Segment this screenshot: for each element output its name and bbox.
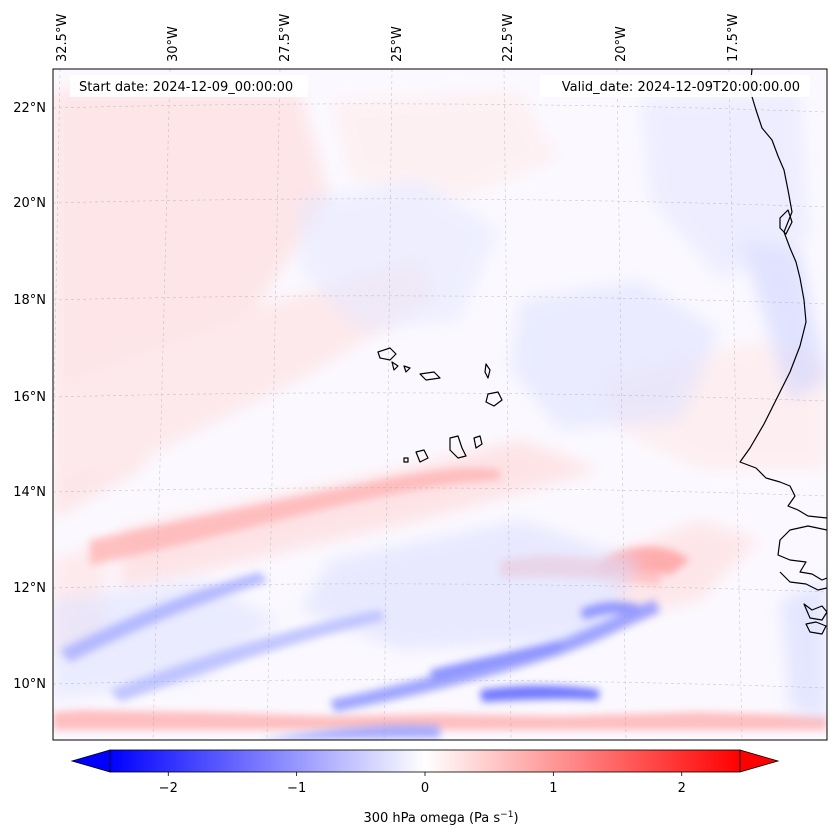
colorbar-title-exponent: −1	[500, 810, 513, 820]
africa-coastline	[739, 69, 827, 519]
colorbar-title: 300 hPa omega (Pa s−1)	[363, 810, 518, 826]
lat-tick-labels: 22°N 20°N 18°N 16°N 14°N 12°N 10°N	[13, 101, 46, 692]
colorbar-min-extend	[70, 749, 111, 773]
lat-tick-label: 18°N	[13, 293, 46, 308]
colorbar-tick-label: 2	[678, 781, 686, 796]
omega-field	[53, 90, 827, 740]
lat-tick-label: 20°N	[13, 196, 46, 211]
lat-tick-label: 12°N	[13, 581, 46, 596]
lon-tick-label: 27.5°W	[278, 14, 293, 62]
colorbar: −2 −1 0 1 2 300 hPa omega (Pa s−1)	[70, 749, 780, 826]
lon-tick-label: 25°W	[390, 26, 405, 62]
lat-tick-label: 14°N	[13, 485, 46, 500]
lon-tick-label: 22.5°W	[501, 14, 516, 62]
colorbar-ticks: −2 −1 0 1 2	[159, 772, 686, 796]
colorbar-tick-label: −2	[159, 781, 178, 796]
colorbar-title-main: 300 hPa omega (Pa s	[363, 811, 500, 826]
lon-tick-label: 30°W	[166, 26, 181, 62]
colorbar-tick-label: 1	[549, 781, 557, 796]
lat-tick-label: 16°N	[13, 390, 46, 405]
lat-tick-label: 10°N	[13, 677, 46, 692]
colorbar-tick-label: 0	[421, 781, 429, 796]
lat-tick-label: 22°N	[13, 101, 46, 116]
lon-tick-labels: 32.5°W 30°W 27.5°W 25°W 22.5°W 20°W 17.5…	[55, 14, 741, 62]
colorbar-gradient	[110, 750, 740, 772]
start-label-box	[70, 75, 308, 97]
colorbar-max-extend	[739, 749, 780, 773]
valid-date-label: Valid_date: 2024-12-09T20:00:00.00	[562, 80, 800, 95]
coastlines	[377, 69, 827, 635]
gridlines	[53, 69, 827, 740]
start-date-label: Start date: 2024-12-09_00:00:00	[79, 80, 293, 95]
lon-tick-label: 17.5°W	[726, 14, 741, 62]
lon-tick-label: 32.5°W	[55, 14, 70, 62]
lon-tick-label: 20°W	[614, 26, 629, 62]
map-area[interactable]	[48, 69, 827, 740]
valid-label-box	[540, 75, 810, 97]
colorbar-title-close: )	[513, 811, 518, 826]
map-frame	[52, 68, 828, 741]
cape-verde-islands	[377, 347, 503, 463]
colorbar-tick-label: −1	[287, 781, 306, 796]
